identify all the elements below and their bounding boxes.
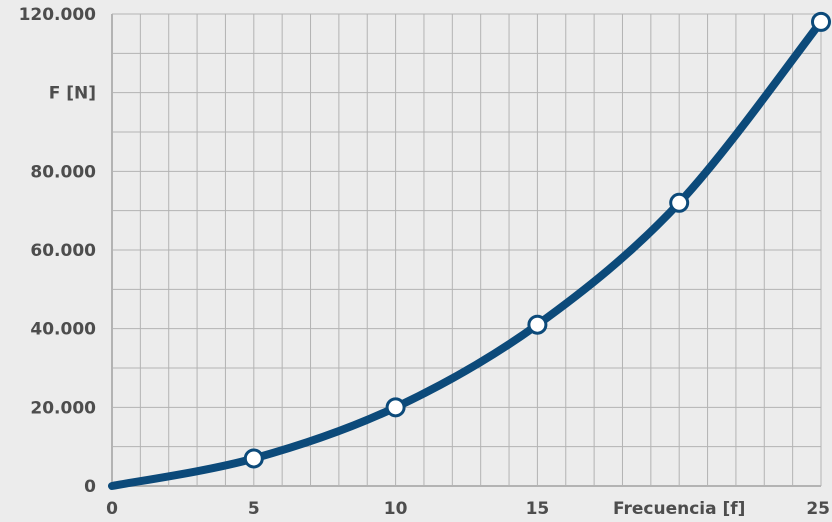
data-point [527,314,548,335]
x-axis-label: Frecuencia [f] [613,499,745,519]
y-tick-labels: 0 20.000 40.000 60.000 80.000 120.000 [19,5,97,497]
data-markers [243,11,831,469]
y-tick-label: 20.000 [30,398,96,418]
y-tick-label: 80.000 [30,162,96,182]
x-tick-label: 0 [106,499,118,519]
x-tick-label: 25 [806,499,830,519]
grid [111,13,822,487]
series-line [108,17,825,490]
data-point [669,192,690,213]
y-tick-label: 120.000 [19,5,97,25]
data-point [243,448,264,469]
y-tick-label: 60.000 [30,241,96,261]
y-axis-label: F [N] [49,84,96,104]
y-tick-label: 40.000 [30,320,96,340]
x-tick-labels: 0 5 10 15 25 [106,499,830,519]
y-tick-label: 0 [84,477,96,497]
x-tick-label: 10 [384,499,408,519]
data-point [811,11,831,32]
x-tick-label: 5 [248,499,260,519]
x-tick-label: 15 [526,499,550,519]
data-point [385,397,406,418]
